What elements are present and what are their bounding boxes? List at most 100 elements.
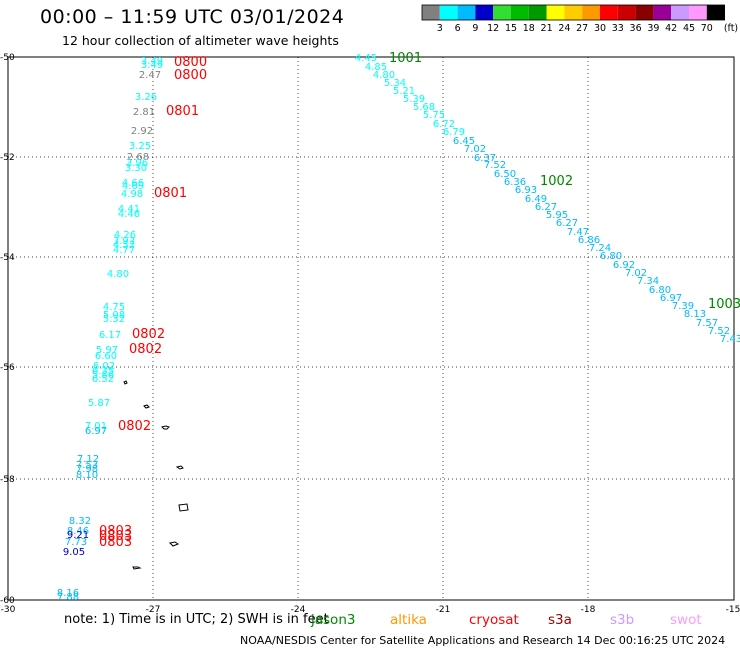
wave-height-label: 5.68: [413, 102, 435, 113]
pass-time-label: 0802: [132, 327, 165, 342]
wave-height-label: 3.49: [141, 60, 163, 71]
wave-height-label: 6.79: [443, 127, 465, 138]
wave-height-label: 4.85: [365, 62, 387, 73]
wave-height-label: 4.46: [118, 209, 140, 220]
wave-height-label: 7.02: [625, 268, 647, 279]
lon-tick-label: -30: [1, 605, 16, 615]
wave-height-label: 8.10: [76, 470, 98, 481]
wave-height-label: 3.30: [125, 163, 147, 174]
legend-swatch: [617, 5, 636, 20]
legend-swatch: [422, 5, 440, 20]
wave-height-label: 6.86: [578, 235, 600, 246]
wave-height-label: 6.50: [494, 169, 516, 180]
wave-height-label: 4.41: [118, 204, 140, 215]
wave-height-label: 4.77: [113, 245, 135, 256]
wave-height-label: 8.32: [69, 516, 91, 527]
wave-height-label: 5.34: [384, 78, 406, 89]
pass-time-label: 0801: [166, 104, 199, 119]
time-labels: 0800080008010801080208020802080308030803…: [99, 51, 740, 550]
wave-height-label: 7.52: [484, 160, 506, 171]
pass-time-label: 1003: [708, 297, 740, 312]
wave-height-label: 6.27: [556, 218, 578, 229]
wave-height-label: 2.47: [139, 70, 161, 81]
satellite-label-cryosat: cryosat: [469, 612, 519, 628]
legend-swatch: [564, 5, 583, 20]
lat-tick-label: -54: [0, 253, 15, 263]
legend-tick-label: 45: [683, 23, 695, 34]
wave-height-label: 7.57: [696, 318, 718, 329]
legend-swatch: [582, 5, 600, 20]
satellite-label-s3a: s3a: [548, 612, 572, 628]
island-outline: [168, 541, 180, 547]
footer-note: note: 1) Time is in UTC; 2) SWH is in fe…: [64, 612, 329, 627]
wave-height-label: 5.75: [423, 110, 445, 121]
lon-tick-label: -24: [291, 605, 306, 615]
legend-tick-label: 15: [505, 23, 517, 34]
lat-tick-label: -52: [0, 153, 15, 163]
island-outline: [123, 380, 128, 385]
map-frame: -30 -27 -24 -21 -18 -15 -50 -52 -54 -56 -58 -60: [0, 53, 740, 615]
wave-height-label: 7.47: [567, 227, 589, 238]
legend-tick-label: 42: [665, 23, 677, 34]
footer-credit: NOAA/NESDIS Center for Satellite Applica…: [240, 634, 726, 647]
island-outline: [175, 465, 184, 470]
wave-height-label: 6.52: [92, 374, 114, 385]
wave-height-label: 6.02: [93, 361, 115, 372]
legend-tick-label: 21: [541, 23, 553, 34]
wave-height-label: 7.88: [57, 592, 79, 603]
legend-swatch: [493, 5, 511, 20]
lat-tick-label: -58: [0, 475, 15, 485]
lon-tick-label: -27: [146, 605, 161, 615]
pass-time-label: 0800: [174, 68, 207, 83]
legend-tick-label: 70: [701, 23, 713, 34]
wave-height-label: 5.32: [103, 314, 125, 325]
wave-height-label: 2.92: [131, 126, 153, 137]
lon-tick-label: -15: [726, 605, 740, 615]
wave-height-label: 5.39: [403, 94, 425, 105]
legend-swatch: [528, 5, 547, 20]
wave-height-label: 4.75: [103, 302, 125, 313]
wave-height-label: 5.95: [546, 210, 568, 221]
wave-height-label: 6.80: [600, 251, 622, 262]
satellite-label-altika: altika: [390, 612, 427, 628]
wave-height-label: 4.26: [114, 230, 136, 241]
island-outline: [132, 566, 142, 570]
wave-height-label: 6.37: [474, 153, 496, 164]
island-outline: [161, 425, 170, 430]
wave-height-label: 4.52: [113, 240, 135, 251]
legend-tick-label: 18: [523, 23, 535, 34]
island-outlines: [123, 380, 189, 570]
legend-tick-label: 24: [558, 23, 570, 34]
legend-swatch: [546, 5, 565, 20]
wave-height-label: 4.66: [122, 178, 144, 189]
wave-height-label: 3.93: [113, 236, 135, 247]
lon-tick-label: -21: [436, 605, 451, 615]
legend-tick-label: 39: [647, 23, 659, 34]
legend-swatch: [689, 5, 707, 20]
wave-height-label: 4.80: [107, 269, 129, 280]
wave-height-label: 5.97: [96, 345, 118, 356]
color-legend: 3 6 9 12 15 18 21 24 27 30 33 36 39 42 45 70 (ft): [421, 4, 738, 34]
satellite-label-s3b: s3b: [610, 612, 635, 628]
legend-swatch: [457, 5, 476, 20]
legend-swatch: [653, 5, 672, 20]
wave-height-label: 6.27: [535, 202, 557, 213]
legend-swatch: [635, 5, 654, 20]
satellite-label-jason3: jason3: [311, 612, 356, 628]
wave-height-label: 6.49: [525, 194, 547, 205]
map-border: [7, 56, 735, 601]
wave-height-label: 4.45: [355, 53, 377, 64]
wave-height-label: 3.96: [126, 158, 148, 169]
altimeter-tracks: 3.493.492.473.262.812.923.252.683.963.30…: [57, 53, 740, 603]
wave-height-label: 9.05: [63, 547, 85, 558]
legend-tick-label: 27: [576, 23, 588, 34]
legend-tick-label: 30: [594, 23, 606, 34]
wave-height-label: 6.45: [453, 136, 475, 147]
wave-height-label: 5.21: [393, 86, 415, 97]
pass-time-label: 1001: [389, 51, 422, 66]
wave-height-label: 7.52: [708, 326, 730, 337]
legend-unit: (ft): [724, 23, 738, 34]
lon-tick-label: -18: [581, 605, 596, 615]
wave-height-label: 8.16: [57, 588, 79, 599]
legend-swatch: [706, 5, 725, 20]
